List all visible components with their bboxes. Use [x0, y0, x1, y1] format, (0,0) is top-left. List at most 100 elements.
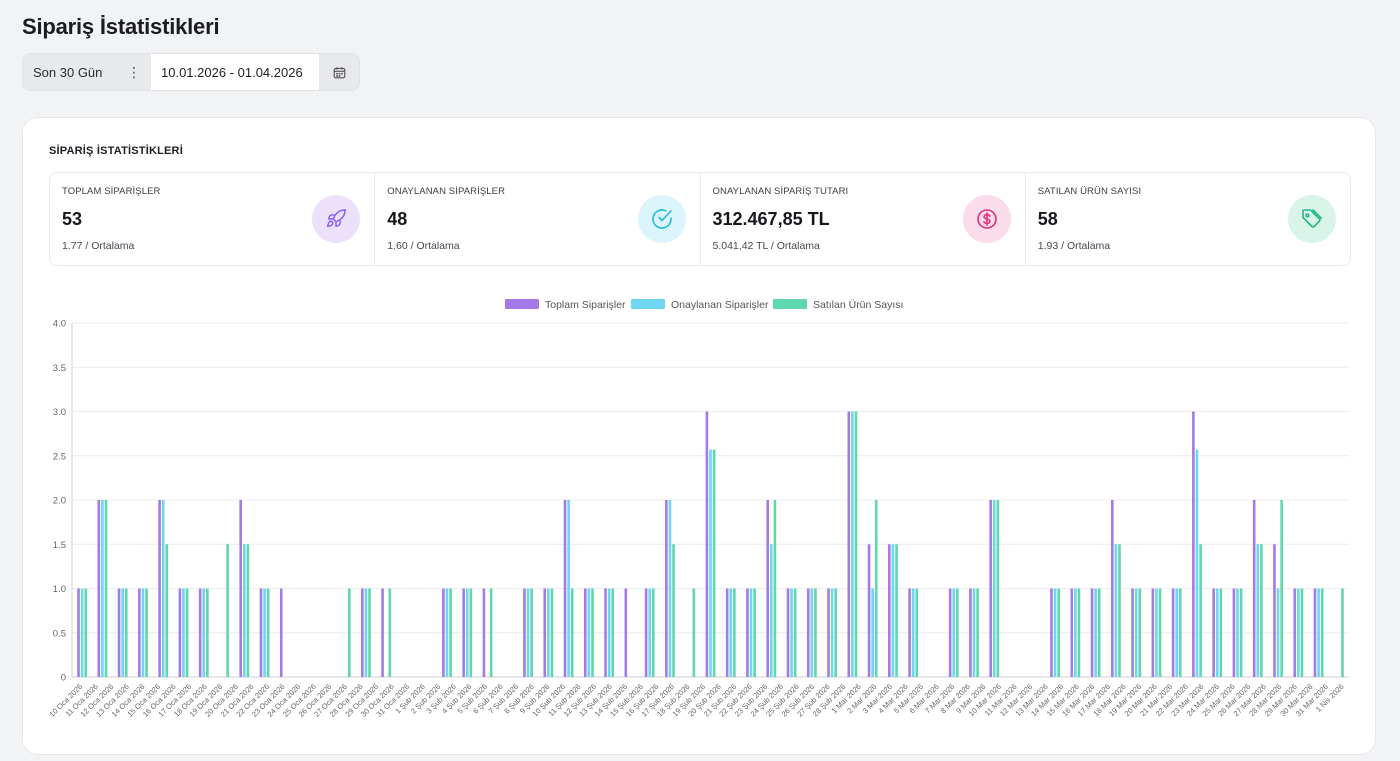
- bar[interactable]: [749, 588, 753, 678]
- bar[interactable]: [793, 588, 797, 678]
- bar[interactable]: [361, 588, 364, 678]
- bar[interactable]: [141, 588, 145, 678]
- bar[interactable]: [138, 588, 141, 678]
- bar[interactable]: [1252, 500, 1256, 677]
- bar[interactable]: [165, 544, 169, 677]
- bar[interactable]: [347, 588, 351, 678]
- bar[interactable]: [854, 411, 858, 678]
- bar[interactable]: [948, 588, 952, 678]
- bar[interactable]: [668, 500, 672, 677]
- bar[interactable]: [442, 588, 445, 678]
- bar[interactable]: [570, 588, 574, 678]
- bar[interactable]: [547, 588, 550, 678]
- bar[interactable]: [1236, 588, 1239, 678]
- bar[interactable]: [1131, 588, 1134, 678]
- bar[interactable]: [1077, 588, 1081, 678]
- bar[interactable]: [867, 544, 871, 677]
- bar[interactable]: [1192, 411, 1195, 678]
- bar[interactable]: [279, 588, 283, 678]
- bar[interactable]: [810, 588, 814, 678]
- bar[interactable]: [206, 588, 209, 678]
- bar[interactable]: [1057, 588, 1060, 678]
- bar[interactable]: [80, 588, 84, 678]
- bar[interactable]: [830, 588, 834, 678]
- bar[interactable]: [1260, 544, 1263, 677]
- bar[interactable]: [1300, 588, 1304, 678]
- bar[interactable]: [725, 588, 729, 678]
- bar[interactable]: [895, 544, 898, 677]
- bar[interactable]: [1151, 588, 1155, 678]
- bar[interactable]: [1090, 588, 1094, 678]
- bar[interactable]: [1232, 588, 1236, 678]
- bar[interactable]: [891, 544, 895, 677]
- bar[interactable]: [1114, 544, 1118, 677]
- bar[interactable]: [773, 500, 777, 677]
- bar[interactable]: [381, 588, 384, 678]
- bar[interactable]: [1050, 588, 1053, 678]
- bar[interactable]: [591, 588, 594, 678]
- bar[interactable]: [1297, 588, 1300, 678]
- bar[interactable]: [1070, 588, 1074, 678]
- bar[interactable]: [182, 588, 185, 678]
- bar[interactable]: [587, 588, 591, 678]
- bar[interactable]: [851, 411, 854, 678]
- bar[interactable]: [1097, 588, 1101, 678]
- bar[interactable]: [368, 588, 371, 678]
- bar[interactable]: [806, 588, 810, 678]
- bar[interactable]: [692, 588, 696, 678]
- bar[interactable]: [1239, 588, 1243, 678]
- bar[interactable]: [956, 588, 959, 678]
- bar[interactable]: [465, 588, 469, 678]
- bar[interactable]: [1074, 588, 1077, 678]
- bar[interactable]: [827, 588, 830, 678]
- bar[interactable]: [84, 588, 88, 678]
- bar[interactable]: [242, 544, 246, 677]
- bar[interactable]: [989, 500, 992, 677]
- bar[interactable]: [972, 588, 976, 678]
- bar[interactable]: [246, 544, 250, 677]
- bar[interactable]: [1320, 588, 1324, 678]
- bar[interactable]: [1215, 588, 1219, 678]
- bar[interactable]: [624, 588, 628, 678]
- legend-item[interactable]: Toplam Siparişler: [505, 299, 626, 311]
- bar[interactable]: [563, 500, 567, 677]
- bar[interactable]: [239, 500, 242, 677]
- bar[interactable]: [1341, 588, 1344, 678]
- bar[interactable]: [729, 588, 733, 678]
- bar[interactable]: [530, 588, 533, 678]
- bar[interactable]: [259, 588, 263, 678]
- bar[interactable]: [202, 588, 206, 678]
- bar[interactable]: [705, 411, 709, 678]
- bar[interactable]: [996, 500, 1000, 677]
- bar[interactable]: [266, 588, 270, 678]
- bar[interactable]: [1276, 588, 1280, 678]
- bar[interactable]: [482, 588, 486, 678]
- bar[interactable]: [952, 588, 956, 678]
- bar[interactable]: [874, 500, 878, 677]
- bar[interactable]: [1313, 588, 1317, 678]
- bar[interactable]: [469, 588, 473, 678]
- bar[interactable]: [766, 500, 770, 677]
- legend-item[interactable]: Onaylanan Siparişler: [631, 299, 769, 311]
- bar[interactable]: [121, 588, 124, 678]
- bar[interactable]: [388, 588, 392, 678]
- bar[interactable]: [911, 588, 915, 678]
- bar[interactable]: [550, 588, 554, 678]
- bar[interactable]: [651, 588, 655, 678]
- bar[interactable]: [1256, 544, 1260, 677]
- bar[interactable]: [786, 588, 790, 678]
- bar[interactable]: [733, 588, 736, 678]
- bar[interactable]: [449, 588, 452, 678]
- bar[interactable]: [1053, 588, 1057, 678]
- bar[interactable]: [1138, 588, 1142, 678]
- bar[interactable]: [712, 449, 716, 677]
- bar[interactable]: [158, 500, 161, 677]
- bar[interactable]: [124, 588, 128, 678]
- bar[interactable]: [847, 411, 851, 678]
- bar[interactable]: [101, 500, 104, 677]
- bar[interactable]: [871, 588, 874, 678]
- bar[interactable]: [523, 588, 526, 678]
- bar[interactable]: [445, 588, 449, 678]
- bar[interactable]: [1158, 588, 1162, 678]
- bar[interactable]: [644, 588, 648, 678]
